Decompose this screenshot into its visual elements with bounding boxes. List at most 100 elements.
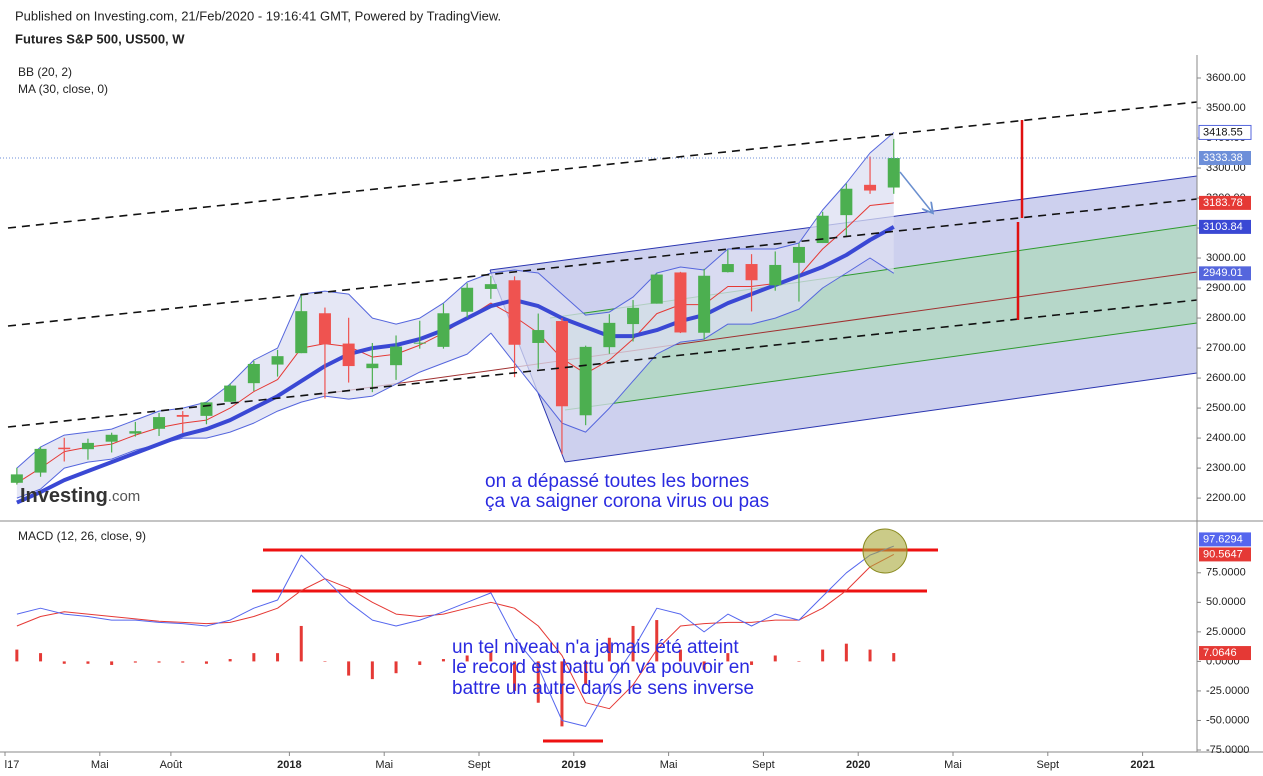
x-tick-label: Sept	[468, 759, 491, 771]
x-tick-label: Sept	[1036, 759, 1059, 771]
candle-body	[674, 272, 687, 333]
candle-body	[603, 322, 616, 348]
annotation: le record est battu on va pouvoir en	[452, 657, 750, 678]
price-badge-label: 7.0646	[1203, 647, 1237, 659]
pitchfork-line	[564, 372, 1197, 463]
candle-body	[153, 417, 166, 429]
candle-body	[579, 346, 592, 416]
histogram-bar	[299, 625, 303, 662]
histogram-bar	[844, 643, 848, 662]
candle-body	[224, 385, 237, 402]
candle-body	[413, 342, 426, 344]
x-tick-label: 2020	[846, 759, 870, 771]
candle-body	[295, 311, 308, 354]
highlight-circle	[862, 528, 908, 574]
x-tick-label: Mai	[91, 759, 109, 771]
histogram-bar	[370, 661, 374, 680]
trend-line	[7, 299, 1198, 428]
candle-body	[461, 287, 474, 312]
histogram-bar	[323, 661, 327, 662]
pitchfork-line	[564, 322, 1197, 411]
bb-fill	[16, 132, 894, 499]
price-badge-label: 3418.55	[1203, 126, 1243, 138]
histogram-bar	[892, 653, 896, 662]
x-tick-label: l17	[5, 759, 20, 771]
y-tick-label: 3500.00	[1206, 102, 1246, 114]
candle-body	[555, 321, 568, 407]
y-tick-label: 2400.00	[1206, 432, 1246, 444]
legend-bb: BB (20, 2)	[18, 65, 72, 79]
histogram-bar	[228, 659, 232, 662]
price-badge	[1199, 646, 1251, 661]
histogram-bar	[465, 655, 469, 662]
histogram-bar	[655, 620, 659, 662]
histogram-bar	[276, 653, 280, 662]
candle-body	[58, 447, 71, 450]
x-tick-label: 2018	[277, 759, 301, 771]
logo-brand: Investing	[20, 485, 108, 507]
candle-body	[390, 346, 403, 366]
x-tick-label: 2021	[1130, 759, 1154, 771]
candle-body	[81, 442, 94, 450]
price-badge-label: 2949.01	[1203, 267, 1243, 279]
y-tick-label: 3000.00	[1206, 252, 1246, 264]
y-tick-label: 2300.00	[1206, 462, 1246, 474]
histogram-bar	[204, 661, 208, 664]
histogram-bar	[86, 661, 90, 664]
candle-body	[840, 188, 853, 216]
annotation: un tel niveau n'a jamais été atteint	[452, 637, 739, 658]
macd-line	[16, 545, 894, 727]
y-tick-label: -50.0000	[1206, 714, 1249, 726]
candle-body	[508, 280, 521, 345]
price-badge-label: 3103.84	[1203, 221, 1243, 233]
histogram-bar	[133, 661, 137, 663]
histogram-bar	[797, 661, 801, 662]
y-tick-label: 50.0000	[1206, 596, 1246, 608]
pitchfork-zone	[490, 176, 1197, 462]
y-tick-label: 2500.00	[1206, 402, 1246, 414]
histogram-bar	[157, 661, 161, 663]
histogram-bar	[702, 661, 706, 670]
candle-body	[816, 215, 829, 244]
price-badge	[1199, 532, 1251, 547]
histogram-bar	[678, 649, 682, 662]
signal-line	[16, 553, 895, 710]
ma-line	[16, 225, 895, 505]
drawings	[7, 101, 1198, 743]
histogram-bar	[750, 661, 754, 665]
y-tick-label: 3600.00	[1206, 72, 1246, 84]
price-badge	[1199, 151, 1251, 166]
symbol-title: Futures S&P 500, US500, W	[15, 31, 185, 46]
histogram-bar	[62, 661, 66, 664]
candle-body	[887, 158, 900, 188]
y-tick-label: 2200.00	[1206, 492, 1246, 504]
price-panel	[0, 132, 1197, 505]
candle-body	[318, 313, 331, 345]
candle-body	[745, 264, 758, 281]
trend-line	[7, 198, 1198, 327]
histogram-bar	[15, 649, 19, 662]
histogram-bar	[418, 661, 422, 665]
candle-body	[247, 363, 260, 384]
price-badge	[1198, 124, 1252, 140]
histogram-bar	[868, 649, 872, 662]
candle-body	[105, 434, 118, 442]
y-tick-label: 2600.00	[1206, 372, 1246, 384]
price-badge-label: 3183.78	[1203, 197, 1243, 209]
candle-body	[366, 363, 379, 369]
candle-body	[176, 414, 189, 417]
histogram-bar	[181, 661, 185, 663]
annotation: battre un autre dans le sens inverse	[452, 678, 754, 699]
histogram-bar	[110, 661, 114, 665]
price-badge-label: 3333.38	[1203, 152, 1243, 164]
x-tick-label: 2019	[562, 759, 586, 771]
candle-body	[650, 274, 663, 304]
published-note: Published on Investing.com, 21/Feb/2020 …	[15, 8, 501, 23]
histogram-bar	[584, 661, 588, 686]
histogram-bar	[513, 661, 517, 691]
histogram-bar	[489, 651, 493, 662]
trend-line	[7, 101, 1198, 229]
y-tick-label: 2900.00	[1206, 282, 1246, 294]
price-badge	[1199, 219, 1251, 234]
